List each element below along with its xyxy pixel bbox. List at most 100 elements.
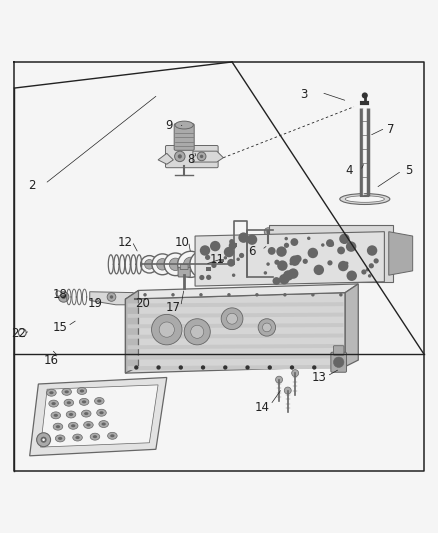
Circle shape — [317, 274, 322, 279]
Circle shape — [329, 274, 335, 279]
Circle shape — [145, 260, 154, 269]
Circle shape — [333, 357, 344, 367]
Circle shape — [292, 257, 297, 262]
Polygon shape — [195, 232, 385, 286]
Circle shape — [283, 270, 293, 281]
Circle shape — [266, 262, 270, 266]
Circle shape — [200, 245, 210, 256]
FancyBboxPatch shape — [180, 264, 188, 270]
Circle shape — [179, 365, 183, 370]
Circle shape — [277, 274, 283, 279]
Polygon shape — [127, 323, 343, 328]
Text: 19: 19 — [88, 297, 102, 310]
Circle shape — [339, 293, 343, 296]
Text: 9: 9 — [165, 118, 173, 132]
Circle shape — [303, 259, 308, 264]
Circle shape — [326, 239, 334, 247]
Ellipse shape — [320, 243, 332, 264]
Ellipse shape — [51, 402, 56, 405]
Circle shape — [110, 295, 113, 298]
Ellipse shape — [66, 411, 76, 418]
Text: 7: 7 — [387, 123, 395, 136]
Circle shape — [227, 293, 231, 296]
Ellipse shape — [68, 422, 78, 429]
Circle shape — [232, 273, 235, 277]
Ellipse shape — [110, 434, 115, 437]
Text: 13: 13 — [312, 371, 327, 384]
Circle shape — [268, 365, 272, 370]
Circle shape — [178, 251, 204, 277]
Polygon shape — [90, 292, 135, 305]
Circle shape — [284, 387, 291, 394]
Circle shape — [345, 262, 349, 265]
Polygon shape — [125, 290, 138, 373]
Circle shape — [367, 245, 377, 256]
Ellipse shape — [175, 121, 193, 129]
Polygon shape — [127, 302, 343, 308]
Circle shape — [290, 262, 293, 265]
Circle shape — [360, 274, 365, 279]
Ellipse shape — [64, 399, 74, 406]
Polygon shape — [389, 232, 413, 275]
Circle shape — [346, 271, 357, 281]
Circle shape — [152, 314, 182, 345]
Ellipse shape — [73, 434, 82, 441]
Circle shape — [290, 238, 298, 246]
Polygon shape — [30, 377, 167, 456]
Text: 14: 14 — [255, 401, 270, 415]
Circle shape — [366, 268, 369, 271]
Circle shape — [312, 365, 316, 370]
Ellipse shape — [86, 423, 91, 426]
Circle shape — [164, 253, 187, 276]
Circle shape — [61, 295, 66, 299]
Circle shape — [290, 255, 300, 266]
Text: 8: 8 — [187, 154, 194, 166]
Circle shape — [258, 319, 276, 336]
Ellipse shape — [93, 435, 97, 438]
Ellipse shape — [64, 390, 69, 393]
Circle shape — [346, 241, 357, 252]
FancyBboxPatch shape — [178, 268, 190, 277]
Ellipse shape — [340, 193, 390, 205]
Circle shape — [327, 260, 332, 265]
Ellipse shape — [97, 409, 106, 416]
Circle shape — [229, 239, 234, 244]
Text: 12: 12 — [118, 236, 133, 249]
Polygon shape — [41, 385, 158, 447]
Circle shape — [191, 325, 204, 338]
Ellipse shape — [90, 433, 100, 440]
FancyBboxPatch shape — [219, 259, 224, 262]
Polygon shape — [127, 313, 343, 318]
Text: 4: 4 — [346, 164, 353, 177]
FancyBboxPatch shape — [206, 268, 211, 271]
Ellipse shape — [84, 412, 88, 415]
Circle shape — [276, 246, 287, 257]
Ellipse shape — [99, 411, 104, 414]
Circle shape — [304, 274, 309, 279]
Ellipse shape — [53, 423, 63, 430]
Circle shape — [368, 274, 371, 278]
Ellipse shape — [81, 410, 91, 417]
Ellipse shape — [58, 437, 62, 440]
Text: 20: 20 — [135, 297, 150, 310]
Ellipse shape — [49, 400, 58, 407]
Circle shape — [56, 291, 61, 296]
Circle shape — [190, 251, 218, 278]
Circle shape — [175, 151, 185, 161]
Circle shape — [292, 370, 299, 377]
Ellipse shape — [282, 249, 287, 257]
Ellipse shape — [102, 423, 106, 425]
FancyBboxPatch shape — [333, 346, 344, 356]
Text: 10: 10 — [175, 236, 190, 249]
Text: 18: 18 — [53, 288, 67, 301]
Circle shape — [58, 292, 69, 302]
Text: 3: 3 — [300, 88, 307, 101]
Ellipse shape — [304, 249, 308, 257]
Circle shape — [159, 322, 174, 337]
Circle shape — [137, 296, 143, 302]
Circle shape — [156, 365, 161, 370]
Circle shape — [294, 255, 302, 263]
Circle shape — [268, 247, 276, 255]
Ellipse shape — [99, 421, 109, 427]
Circle shape — [314, 265, 324, 275]
